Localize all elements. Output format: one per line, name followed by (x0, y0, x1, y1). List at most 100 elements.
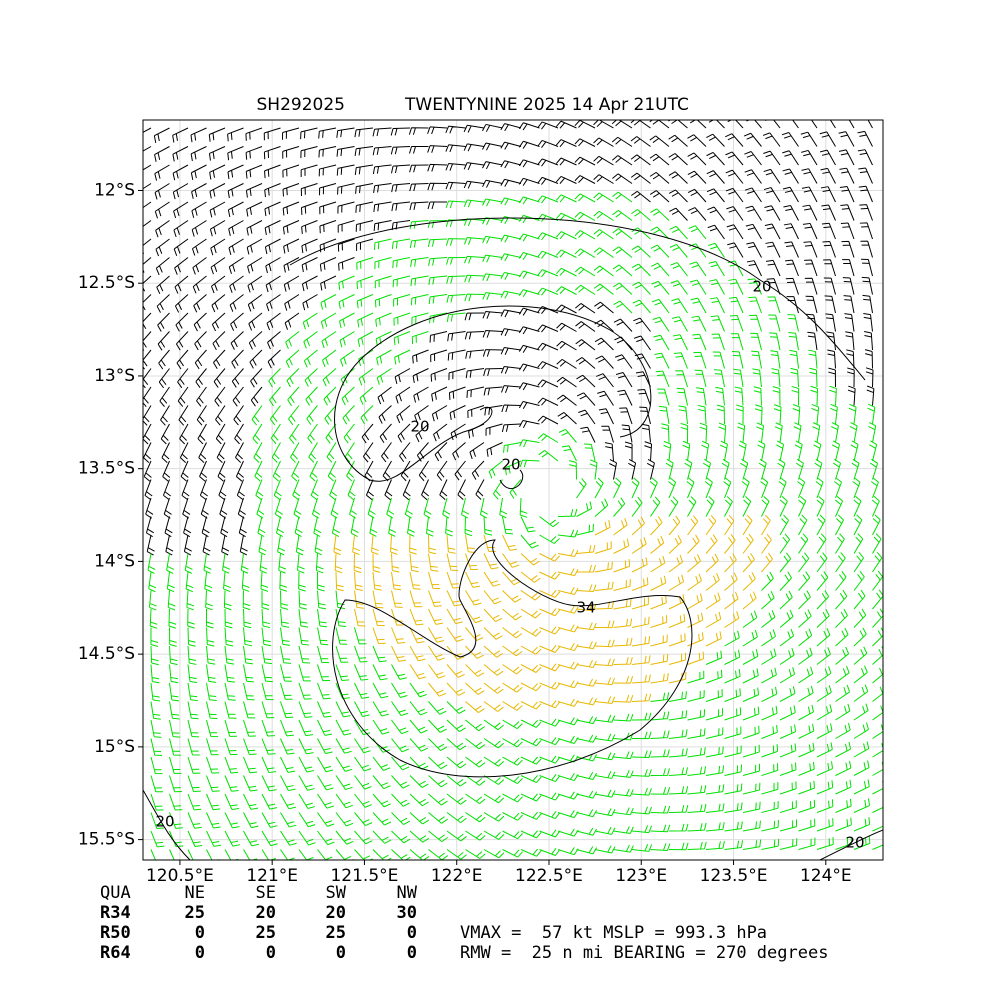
wind-barb (518, 233, 540, 242)
wind-barb (593, 247, 614, 258)
wind-barb (503, 442, 522, 453)
wind-barb (483, 590, 502, 605)
wind-barb (593, 192, 614, 203)
wind-barb (631, 769, 652, 777)
wind-barb (483, 571, 501, 587)
wind-barb (205, 590, 213, 611)
wind-barb (465, 849, 486, 859)
wind-barb (257, 516, 266, 538)
wind-barb (214, 386, 226, 407)
wind-barb (298, 571, 306, 592)
wind-barb (631, 636, 651, 647)
wind-barb (409, 645, 426, 662)
y-tick-label: 14°S (94, 551, 135, 571)
wind-barb (575, 339, 596, 351)
wind-barb (337, 238, 355, 252)
wind-barb (761, 725, 778, 739)
wind-barb (724, 688, 741, 702)
wind-barb (150, 830, 165, 848)
wind-barb (372, 719, 390, 735)
x-tick-label: 124°E (800, 866, 852, 886)
wind-barb (649, 153, 670, 166)
wind-barb (781, 132, 799, 147)
wind-barb (724, 534, 736, 554)
wind-barb (342, 405, 355, 425)
wind-barb (816, 704, 833, 721)
wind-barb (711, 333, 725, 351)
wind-barb (584, 443, 596, 462)
wind-barb (235, 442, 244, 463)
wind-barb (758, 458, 767, 480)
wind-barb (335, 830, 354, 845)
wind-barb (464, 274, 485, 283)
wind-barb (483, 368, 503, 377)
wind-barb (631, 712, 652, 721)
wind-barb (391, 238, 411, 250)
wind-barb (744, 169, 762, 184)
wind-barb (651, 280, 670, 295)
wind-barb (798, 514, 808, 536)
wind-barb (280, 793, 297, 810)
wind-barb (798, 647, 813, 665)
wind-barb (446, 775, 467, 787)
wind-barb (292, 479, 301, 501)
wind-barb (860, 240, 873, 258)
wind-barb (445, 516, 453, 537)
wind-barb (689, 279, 707, 295)
wind-barb (853, 495, 862, 517)
wind-barb (848, 120, 855, 129)
wind-barb (172, 127, 189, 143)
wind-barb (701, 440, 710, 462)
wind-barb (407, 516, 415, 537)
wind-barb (227, 127, 244, 142)
wind-barb (173, 220, 189, 238)
wind-barb (373, 201, 392, 213)
wind-barb (238, 516, 247, 538)
wind-barb (465, 590, 482, 606)
wind-barb (742, 610, 758, 628)
wind-barb (649, 171, 670, 184)
wind-barb (824, 295, 836, 314)
wind-barb (520, 756, 542, 765)
wind-barb (154, 201, 170, 219)
wind-barb (323, 386, 337, 406)
wind-barb (445, 181, 466, 190)
wind-barb (230, 312, 244, 331)
wind-barb (428, 830, 449, 843)
wind-barb (327, 460, 337, 482)
wind-barb (557, 735, 579, 744)
wind-barb (835, 608, 848, 628)
wind-barb (810, 120, 818, 129)
wind-barb (779, 724, 797, 739)
wind-barb (613, 694, 634, 703)
wind-barb (850, 440, 859, 462)
wind-barb (256, 497, 265, 519)
wind-barb (594, 808, 616, 817)
wind-barb (452, 442, 466, 461)
wind-barb (687, 534, 700, 554)
wind-barb (229, 275, 244, 293)
wind-barb (224, 756, 239, 774)
wind-barb (375, 312, 392, 327)
wind-barb (853, 798, 870, 813)
wind-barb (761, 838, 780, 850)
wind-barb (277, 534, 286, 556)
wind-barb (382, 460, 392, 482)
wind-barb (702, 458, 712, 480)
wind-barb (650, 805, 671, 814)
wind-barb (631, 477, 640, 499)
wind-barb (556, 267, 577, 277)
wind-barb (143, 220, 152, 236)
x-tick-label: 123°E (615, 866, 667, 886)
wind-barb (315, 553, 324, 574)
wind-barb (179, 442, 189, 463)
x-tick-label: 120.5°E (146, 866, 214, 886)
wind-barb (187, 756, 201, 774)
wind-barb (518, 326, 540, 335)
wind-barb (785, 259, 799, 277)
wind-barb (187, 775, 201, 793)
wind-barb (614, 354, 633, 369)
wind-barb (641, 423, 651, 443)
wind-barb (409, 608, 424, 626)
wind-barb (150, 645, 159, 666)
